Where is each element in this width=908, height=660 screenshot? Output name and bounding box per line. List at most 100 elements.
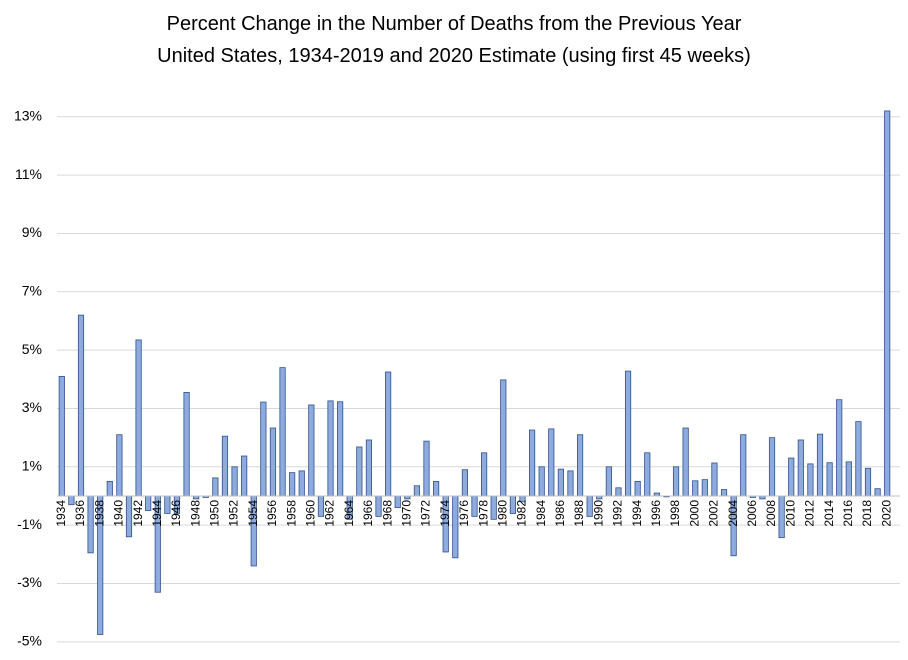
x-tick-label: 1970: [399, 500, 413, 527]
x-tick-label: 1940: [112, 500, 126, 527]
x-tick-label: 1936: [73, 500, 87, 527]
chart-title: Percent Change in the Number of Deaths f…: [167, 13, 742, 35]
bar: [768, 437, 776, 497]
bar: [289, 472, 296, 497]
x-tick-label: 1946: [169, 500, 183, 527]
bar: [644, 452, 651, 497]
x-tick-label: 1968: [380, 500, 394, 527]
bar: [864, 467, 872, 497]
bar: [221, 435, 229, 497]
bar: [212, 477, 219, 497]
x-tick-label: 1972: [419, 500, 433, 527]
bar: [884, 110, 891, 497]
bar: [279, 367, 286, 497]
bar: [183, 392, 190, 497]
y-tick-label: -1%: [17, 516, 42, 532]
bar: [826, 462, 833, 497]
y-tick-label: 11%: [15, 166, 42, 182]
bar: [874, 488, 881, 497]
x-tick-label: 1966: [361, 500, 375, 527]
x-tick-label: 1942: [131, 500, 145, 527]
y-tick-label: 13%: [14, 107, 42, 123]
bar: [836, 399, 843, 497]
bar: [615, 487, 622, 497]
bar: [528, 429, 536, 497]
bar: [500, 379, 507, 497]
bar: [327, 400, 334, 497]
bar: [413, 485, 421, 497]
bar: [720, 489, 728, 497]
bar: [385, 371, 392, 497]
x-tick-label: 1978: [476, 500, 490, 527]
x-tick-label: 1996: [649, 500, 663, 527]
x-tick-label: 2010: [783, 500, 797, 527]
x-tick-label: 2006: [745, 500, 759, 527]
bar: [423, 440, 430, 497]
x-tick-label: 1982: [515, 500, 529, 527]
y-tick-label: -5%: [17, 633, 42, 649]
bar: [365, 439, 373, 497]
x-tick-label: 1960: [304, 500, 318, 527]
bar: [711, 462, 718, 497]
bar: [538, 466, 545, 497]
bar: [241, 455, 248, 497]
y-tick-label: 3%: [22, 399, 42, 415]
bar: [106, 480, 113, 497]
x-tick-label: 1988: [572, 500, 586, 527]
y-tick-label: 5%: [22, 341, 42, 357]
bar: [634, 480, 641, 497]
y-tick-label: 7%: [22, 282, 42, 298]
bar: [807, 463, 814, 497]
x-tick-label: 2012: [803, 500, 817, 527]
y-tick-label: 9%: [22, 224, 42, 240]
bar: [58, 375, 65, 497]
x-tick-label: 2002: [707, 500, 721, 527]
x-tick-label: 1948: [188, 500, 202, 527]
bar: [433, 480, 440, 497]
x-tick-label: 1938: [92, 500, 106, 527]
x-tick-label: 1964: [342, 500, 356, 527]
bar: [576, 434, 584, 497]
bar: [231, 466, 238, 497]
x-tick-label: 2004: [726, 500, 740, 527]
x-tick-label: 1952: [227, 500, 241, 527]
bar: [701, 479, 708, 497]
bar: [692, 480, 699, 497]
x-tick-label: 1980: [495, 500, 509, 527]
x-tick-label: 1954: [246, 500, 260, 527]
x-tick-label: 2020: [879, 500, 893, 527]
x-tick-label: 2016: [841, 500, 855, 527]
x-tick-label: 1974: [438, 500, 452, 527]
bar: [548, 428, 555, 497]
bar: [788, 457, 795, 497]
bar: [567, 470, 574, 497]
bar: [77, 314, 85, 497]
x-tick-label: 1986: [553, 500, 567, 527]
bar: [557, 468, 564, 497]
bar: [308, 404, 315, 497]
bar: [797, 439, 804, 497]
x-tick-label: 2018: [860, 500, 874, 527]
chart-subtitle: United States, 1934-2019 and 2020 Estima…: [157, 45, 751, 67]
bar: [269, 427, 277, 497]
bar: [461, 469, 468, 497]
bar: [845, 461, 852, 497]
bar: [605, 466, 612, 497]
x-tick-label: 1950: [208, 500, 222, 527]
x-tick-label: 1992: [611, 500, 625, 527]
y-tick-label: 1%: [22, 458, 42, 474]
x-tick-label: 1962: [323, 500, 337, 527]
x-tick-label: 1994: [630, 500, 644, 527]
bar: [298, 470, 305, 497]
x-tick-label: 2000: [687, 500, 701, 527]
bar: [337, 401, 344, 497]
bar: [116, 434, 123, 497]
bar: [740, 434, 747, 497]
bar: [816, 433, 824, 497]
bar: [672, 466, 680, 497]
x-tick-label: 1944: [150, 500, 164, 527]
x-tick-label: 1990: [591, 500, 605, 527]
y-tick-label: -3%: [17, 574, 42, 590]
